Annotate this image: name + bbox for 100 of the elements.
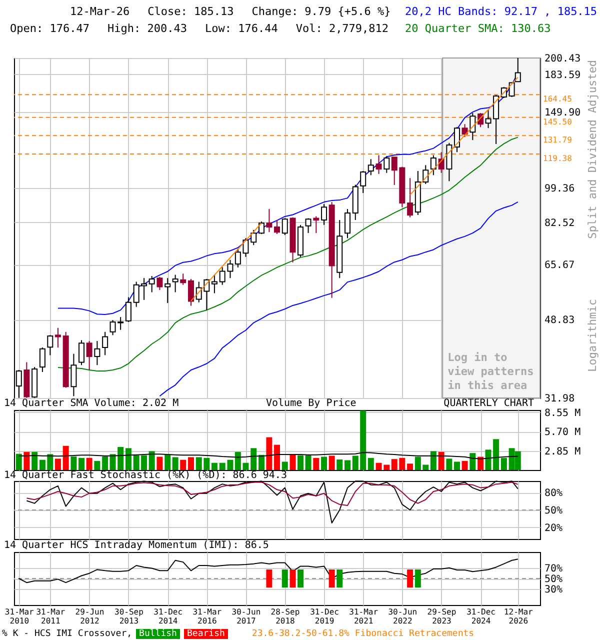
bar <box>290 454 296 470</box>
candlestick <box>180 273 186 286</box>
line-series <box>26 482 518 506</box>
bar <box>297 455 304 470</box>
bar <box>454 462 460 470</box>
bar <box>250 448 257 470</box>
band-label: Log in to view patterns in this area <box>448 351 534 392</box>
x-tick-label: 31-Mar 2016 <box>192 608 222 626</box>
ref-line-label: 145.50 <box>543 117 572 126</box>
bar <box>78 458 85 470</box>
candlestick <box>508 82 515 98</box>
y-tick-label: 2.85 M <box>544 446 581 458</box>
text: Change: 9.79 {+5.6 %} <box>252 5 391 18</box>
bar <box>156 456 163 470</box>
candlestick <box>102 331 108 356</box>
text: Close: 185.13 <box>148 5 234 18</box>
y-tick-label: 200.43 <box>544 54 581 64</box>
bar <box>125 448 132 470</box>
bar <box>94 460 100 470</box>
text: Vol: 2,779,812 <box>296 22 389 35</box>
ref-line-label: 131.79 <box>543 136 572 145</box>
bar <box>328 456 335 470</box>
y-tick-label: 70% <box>544 563 563 574</box>
x-tick-label: 30-Jun 2017 <box>232 608 261 626</box>
candlestick <box>305 218 312 234</box>
bar <box>172 457 178 470</box>
bar <box>70 456 77 470</box>
text: High: 200.43 <box>107 22 187 35</box>
candlestick <box>360 170 366 194</box>
bar <box>62 446 69 470</box>
bar <box>313 458 320 470</box>
x-tick-label: 31-Dec 2014 <box>154 608 183 626</box>
candlestick <box>164 278 171 304</box>
bar <box>430 451 436 470</box>
legend-title: % K - HCS IMI Crossover, <box>2 629 132 639</box>
bar <box>274 444 280 470</box>
candlestick <box>454 126 460 153</box>
text: 12-Mar-26 <box>70 5 130 18</box>
y-tick-label: 50% <box>544 574 563 585</box>
bar <box>305 455 312 470</box>
y-tick-label: 30% <box>544 584 563 596</box>
annotation: QUARTERLY CHART <box>444 398 534 409</box>
annotation: Volume By Price <box>266 398 356 409</box>
candlestick <box>156 276 163 290</box>
chart-title: 14 Quarter HCS Intraday Momentum (IMI): 86.5 <box>4 540 269 551</box>
y-axis-title: Split and Dividend Adjusted <box>586 60 599 239</box>
x-tick-label: 31-Dec 2019 <box>310 608 340 626</box>
candlestick <box>258 221 264 235</box>
bar <box>180 460 186 470</box>
candlestick <box>344 208 351 239</box>
bar <box>438 452 444 470</box>
y-tick-label: 48.83 <box>544 315 575 326</box>
candlestick <box>125 296 132 322</box>
candlestick <box>446 142 452 182</box>
text: Low: 176.44 <box>204 22 278 35</box>
bar <box>282 462 288 470</box>
bar <box>368 458 374 470</box>
candlestick <box>368 158 374 176</box>
bar <box>16 454 22 470</box>
y-tick-label: 99.36 <box>544 183 575 194</box>
text: 23.6-38.2-50-61.8% Fibonacci Retracements <box>252 629 474 639</box>
bar <box>86 458 92 470</box>
bar <box>211 462 218 470</box>
bar <box>24 452 30 470</box>
candlestick <box>438 152 444 174</box>
y-tick-label: 183.59 <box>544 70 581 81</box>
bar <box>470 453 476 470</box>
bar <box>102 456 108 470</box>
x-tick-label: 31-Mar 2021 <box>349 608 378 626</box>
candlestick <box>384 156 390 174</box>
y-tick-label: 50% <box>544 506 563 516</box>
y-tick-label: 8.55 M <box>544 408 581 419</box>
candlestick <box>282 218 288 236</box>
bar <box>407 464 414 470</box>
bar <box>462 460 468 470</box>
candlestick <box>470 112 476 141</box>
bar <box>164 454 171 470</box>
chart-title: 14 Quarter SMA Volume: 2.02 M <box>4 398 179 409</box>
candlestick <box>211 274 218 294</box>
y-tick-label: 82.52 <box>544 218 575 229</box>
bar <box>258 454 264 470</box>
bar <box>32 452 38 470</box>
candlestick <box>172 274 178 293</box>
bar <box>188 457 194 470</box>
candlestick <box>188 278 194 306</box>
ref-line-label: 119.38 <box>543 154 572 163</box>
bar <box>336 459 343 470</box>
candlestick <box>54 327 61 348</box>
x-tick-label: 29-Jun 2012 <box>75 608 104 626</box>
candlestick <box>70 353 77 397</box>
bar <box>500 458 507 470</box>
text: Open: 176.47 <box>10 22 90 35</box>
bar <box>54 458 61 470</box>
x-tick-label: 31-Dec 2024 <box>466 608 496 626</box>
candlestick <box>313 216 320 234</box>
bar <box>344 460 351 470</box>
text: Bullish <box>136 629 180 639</box>
candlestick <box>148 275 155 293</box>
candlestick <box>407 178 414 218</box>
candlestick <box>94 340 100 366</box>
